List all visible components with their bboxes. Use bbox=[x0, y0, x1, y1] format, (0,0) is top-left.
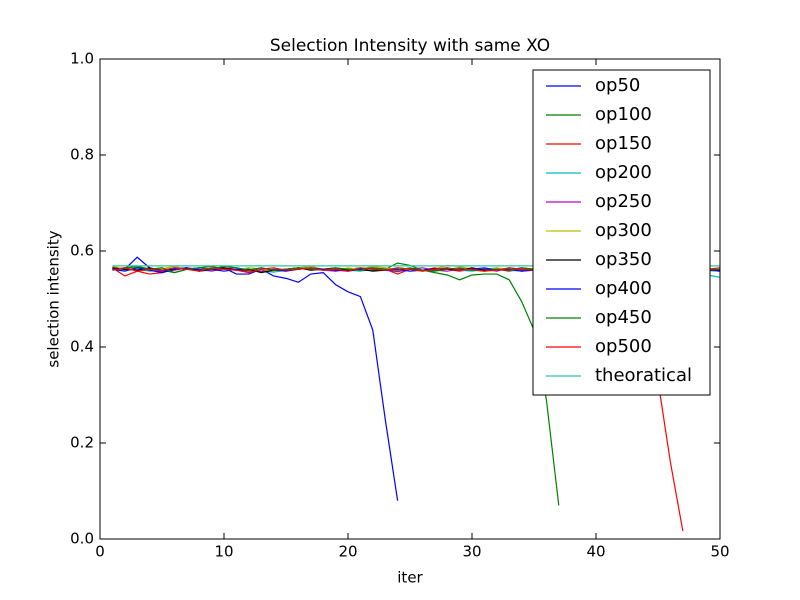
legend-label: op450 bbox=[595, 307, 652, 328]
legend-label: op50 bbox=[595, 75, 640, 96]
x-tick-label: 0 bbox=[95, 543, 105, 561]
y-axis-label: selection intensity bbox=[45, 230, 63, 367]
legend-label: op500 bbox=[595, 336, 652, 357]
legend-label: op400 bbox=[595, 278, 652, 299]
legend-label: theoratical bbox=[595, 365, 692, 386]
legend-label: op200 bbox=[595, 162, 652, 183]
y-tick-label: 0.6 bbox=[70, 242, 94, 260]
legend-label: op300 bbox=[595, 220, 652, 241]
y-tick-label: 0.8 bbox=[70, 146, 94, 164]
y-tick-label: 1.0 bbox=[70, 50, 94, 68]
x-tick-label: 30 bbox=[462, 543, 481, 561]
x-tick-label: 10 bbox=[214, 543, 233, 561]
legend-label: op350 bbox=[595, 249, 652, 270]
y-tick-label: 0.4 bbox=[70, 338, 94, 356]
y-tick-label: 0.2 bbox=[70, 434, 94, 452]
x-tick-label: 50 bbox=[710, 543, 729, 561]
legend-label: op250 bbox=[595, 191, 652, 212]
y-tick-label: 0.0 bbox=[70, 530, 94, 548]
legend-label: op150 bbox=[595, 133, 652, 154]
legend-label: op100 bbox=[595, 104, 652, 125]
x-tick-label: 40 bbox=[586, 543, 605, 561]
chart-title: Selection Intensity with same XO bbox=[270, 36, 550, 56]
plot-frame bbox=[99, 58, 721, 540]
x-tick-label: 20 bbox=[338, 543, 357, 561]
legend-box bbox=[532, 69, 711, 396]
x-axis-label: iter bbox=[397, 569, 423, 587]
